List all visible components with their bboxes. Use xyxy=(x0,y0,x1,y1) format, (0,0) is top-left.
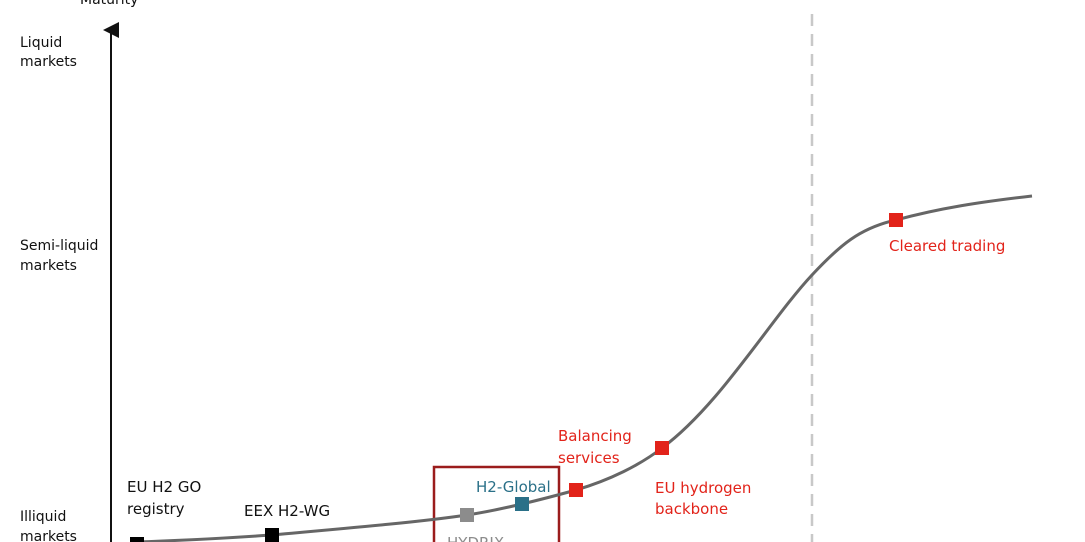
milestone-label: H2-Global xyxy=(476,478,551,496)
label-line: backbone xyxy=(655,500,728,518)
label-line: Illiquid xyxy=(20,509,66,525)
maturity-curve xyxy=(134,194,1033,542)
milestone-marker xyxy=(515,497,529,511)
milestone-marker xyxy=(889,213,903,227)
label-line: Balancing xyxy=(558,427,632,445)
highlight-box xyxy=(432,465,561,542)
milestone-label: EU H2 GO registry xyxy=(127,478,201,518)
label-line: services xyxy=(558,449,620,467)
milestone-label: Cleared trading xyxy=(889,237,1005,255)
label-line: EEX H2-WG xyxy=(244,502,330,520)
label-line: markets xyxy=(20,54,77,70)
label-line: EU H2 GO xyxy=(127,478,201,496)
label-line: Semi-liquid xyxy=(20,238,98,254)
milestone-label: Balancing services xyxy=(558,427,632,467)
label-line: markets xyxy=(20,529,77,542)
level-label: Liquid markets xyxy=(20,35,77,70)
milestone-marker xyxy=(569,483,583,497)
milestone-marker xyxy=(265,528,279,542)
label-line: Liquid xyxy=(20,35,62,51)
axis-label: Maturity xyxy=(80,0,138,8)
label-line: EU hydrogen xyxy=(655,479,751,497)
milestone-marker xyxy=(460,508,474,522)
milestone-label: EEX H2-WG xyxy=(244,502,330,520)
label-line: markets xyxy=(20,258,77,274)
milestone-label: HYDRIX xyxy=(447,534,504,542)
level-label: Illiquid markets xyxy=(20,509,77,542)
label-line: Cleared trading xyxy=(889,237,1005,255)
label-line: H2-Global xyxy=(476,478,551,496)
label-line: HYDRIX xyxy=(447,534,504,542)
milestone-marker xyxy=(130,537,144,542)
level-label: Semi-liquid markets xyxy=(20,238,98,274)
milestone-label: EU hydrogen backbone xyxy=(655,479,751,518)
milestone-marker xyxy=(655,441,669,455)
label-line: registry xyxy=(127,500,185,518)
